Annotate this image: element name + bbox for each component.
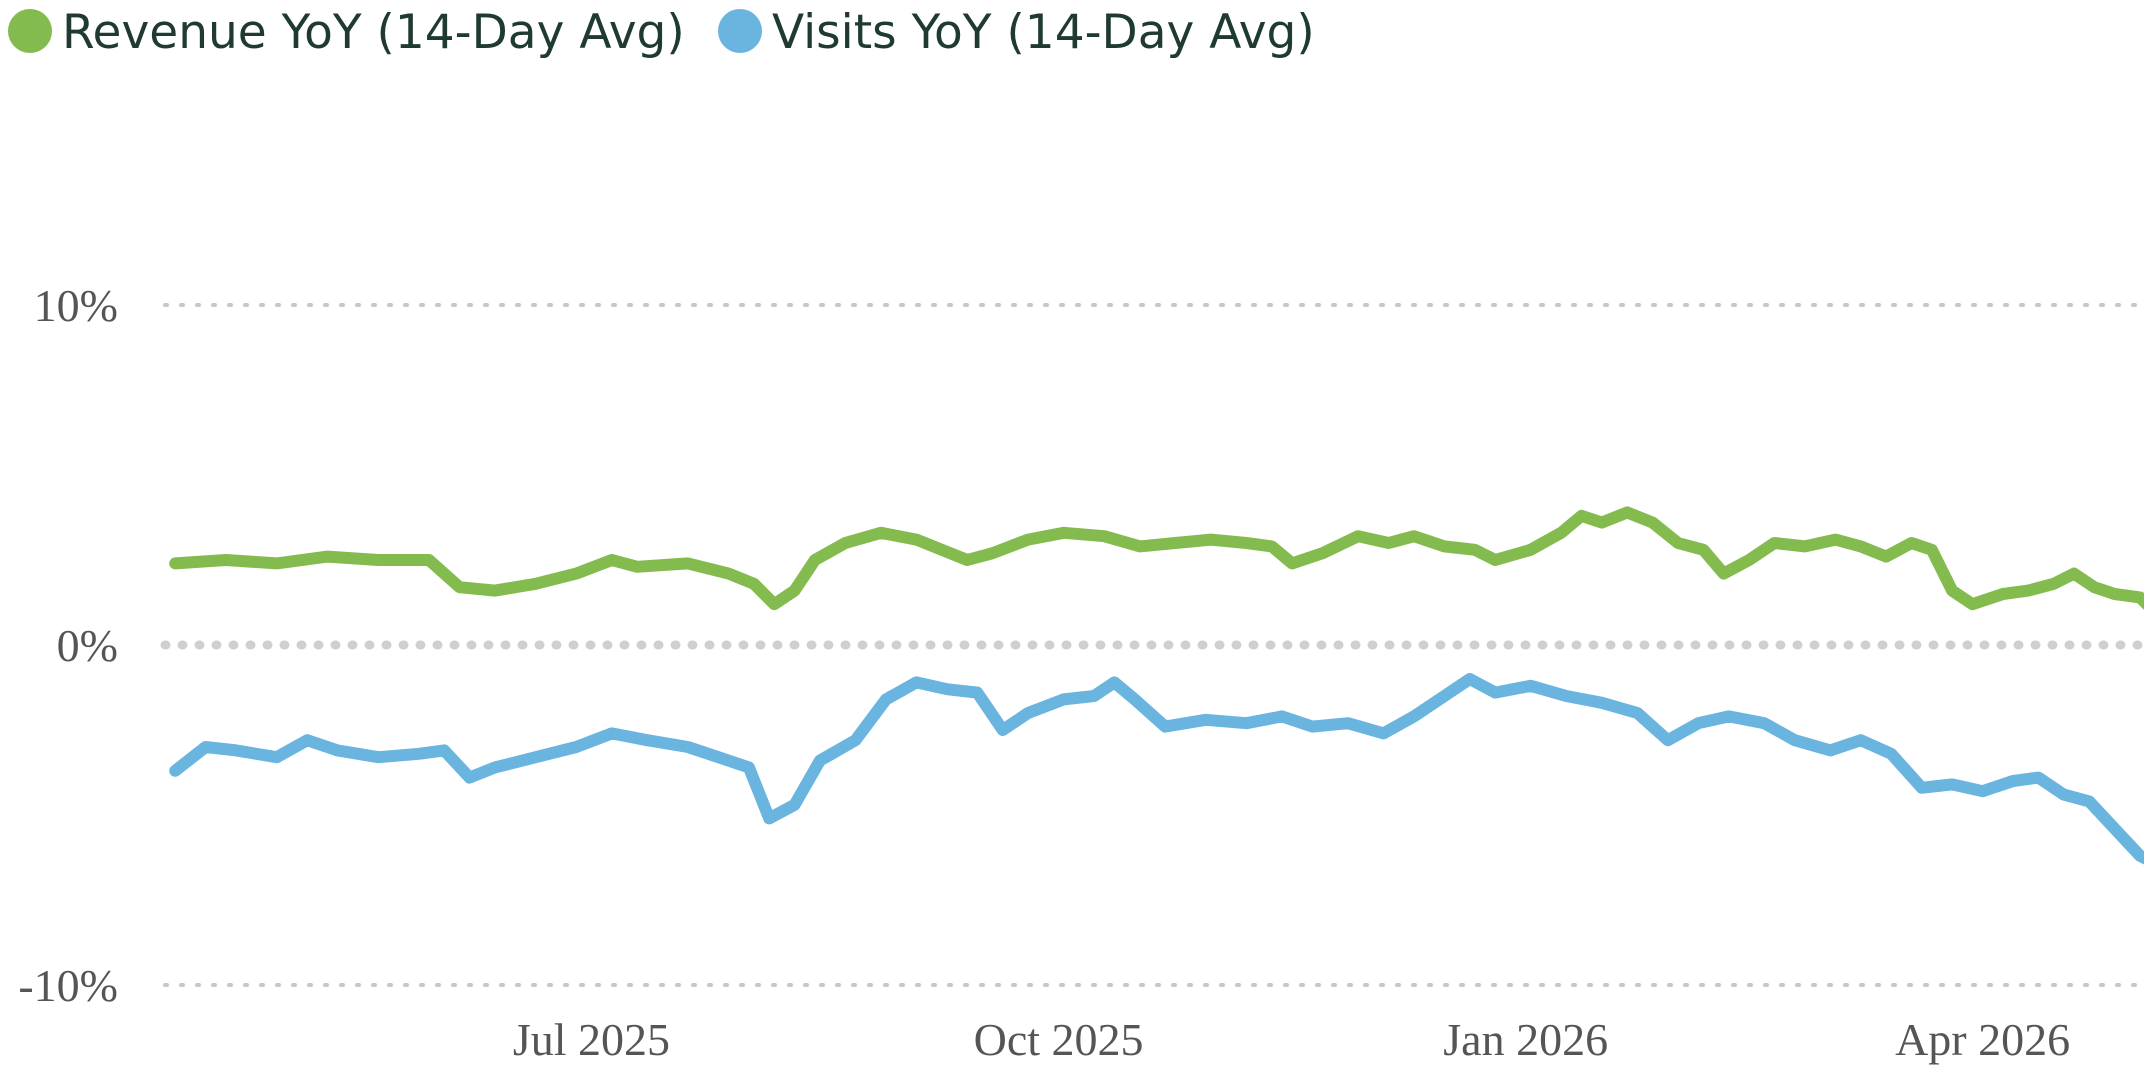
y-tick-label: 0% xyxy=(57,620,118,671)
x-tick-label: Oct 2025 xyxy=(974,1014,1144,1065)
legend-item-revenue[interactable]: Revenue YoY (14-Day Avg) xyxy=(8,5,685,60)
series-line-revenue[interactable] xyxy=(169,288,2144,733)
x-tick-label: Apr 2026 xyxy=(1895,1014,2070,1065)
y-tick-label: 10% xyxy=(34,280,118,331)
x-tick-label: Jan 2026 xyxy=(1443,1014,1608,1065)
legend-item-visits[interactable]: Visits YoY (14-Day Avg) xyxy=(718,5,1315,60)
legend-label-visits: Visits YoY (14-Day Avg) xyxy=(772,5,1315,60)
chart-legend: Revenue YoY (14-Day Avg) Visits YoY (14-… xyxy=(8,5,1315,60)
gridlines xyxy=(160,303,2144,987)
legend-label-revenue: Revenue YoY (14-Day Avg) xyxy=(62,5,685,60)
legend-marker-visits xyxy=(718,9,762,53)
x-axis-ticks: Jul 2025 Oct 2025 Jan 2026 Apr 2026 xyxy=(513,1014,2070,1065)
legend-marker-revenue xyxy=(8,9,52,53)
x-tick-label: Jul 2025 xyxy=(513,1014,670,1065)
y-axis-ticks: 10% 0% -10% xyxy=(18,280,118,1011)
y-tick-label: -10% xyxy=(18,960,118,1011)
series-line-visits[interactable] xyxy=(169,448,2144,914)
series-lines xyxy=(169,288,2144,914)
